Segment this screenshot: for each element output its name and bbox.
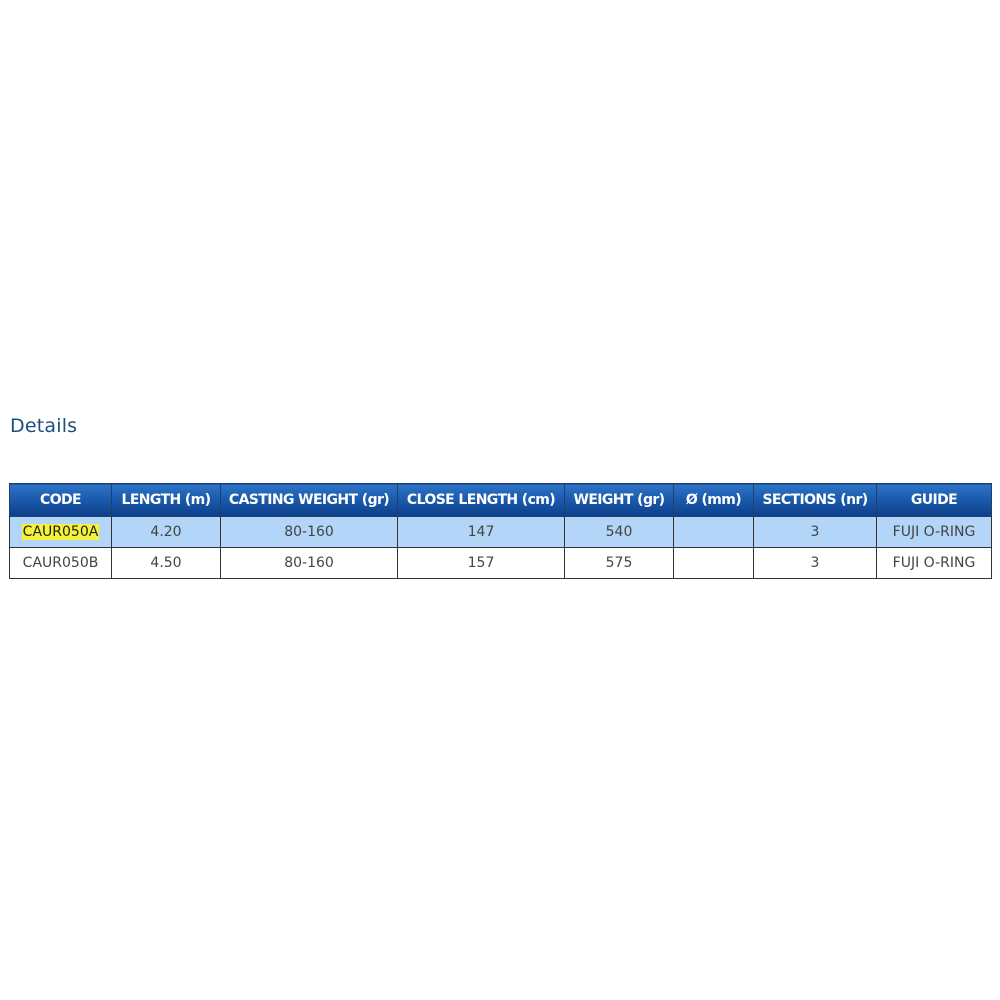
- header-row: CODE LENGTH (m) CASTING WEIGHT (gr) CLOS…: [9, 483, 992, 517]
- cell-guide: FUJI O-RING: [876, 516, 992, 548]
- header-sections[interactable]: SECTIONS (nr): [753, 483, 877, 517]
- cell-close-length: 157: [397, 547, 565, 579]
- cell-close-length: 147: [397, 516, 565, 548]
- section-title: Details: [10, 415, 78, 437]
- details-table: CODE LENGTH (m) CASTING WEIGHT (gr) CLOS…: [9, 483, 992, 579]
- cell-diameter: [673, 547, 754, 579]
- cell-sections: 3: [753, 547, 877, 579]
- cell-weight: 575: [564, 547, 674, 579]
- header-length[interactable]: LENGTH (m): [111, 483, 221, 517]
- cell-diameter: [673, 516, 754, 548]
- table-row[interactable]: CAUR050B 4.50 80-160 157 575 3 FUJI O-RI…: [9, 547, 992, 579]
- header-diameter[interactable]: Ø (mm): [673, 483, 754, 517]
- header-close-length[interactable]: CLOSE LENGTH (cm): [397, 483, 565, 517]
- cell-length: 4.20: [111, 516, 221, 548]
- cell-code: CAUR050A: [9, 516, 112, 548]
- header-code[interactable]: CODE: [9, 483, 112, 517]
- cell-weight: 540: [564, 516, 674, 548]
- header-weight[interactable]: WEIGHT (gr): [564, 483, 674, 517]
- header-guide[interactable]: GUIDE: [876, 483, 992, 517]
- cell-guide: FUJI O-RING: [876, 547, 992, 579]
- highlighted-code: CAUR050A: [21, 524, 100, 540]
- table-row[interactable]: CAUR050A 4.20 80-160 147 540 3 FUJI O-RI…: [9, 516, 992, 548]
- header-casting-weight[interactable]: CASTING WEIGHT (gr): [220, 483, 398, 517]
- cell-sections: 3: [753, 516, 877, 548]
- cell-casting-weight: 80-160: [220, 516, 398, 548]
- cell-length: 4.50: [111, 547, 221, 579]
- cell-code: CAUR050B: [9, 547, 112, 579]
- cell-casting-weight: 80-160: [220, 547, 398, 579]
